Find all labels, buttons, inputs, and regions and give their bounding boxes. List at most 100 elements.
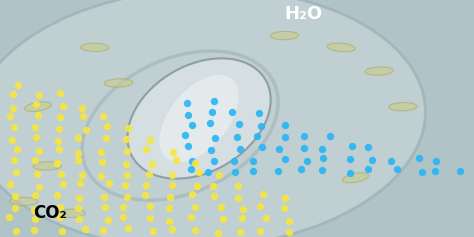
- Point: [82, 128, 90, 132]
- Point: [35, 149, 43, 153]
- Point: [78, 173, 86, 177]
- Point: [212, 136, 219, 140]
- Point: [282, 196, 289, 200]
- Point: [97, 150, 105, 153]
- Point: [55, 139, 62, 143]
- Point: [57, 173, 65, 176]
- Ellipse shape: [365, 67, 393, 75]
- Point: [76, 217, 83, 221]
- Point: [214, 231, 221, 234]
- Point: [55, 147, 63, 151]
- Point: [146, 216, 154, 220]
- Point: [124, 126, 131, 130]
- Point: [105, 182, 112, 185]
- Point: [303, 159, 310, 163]
- Point: [74, 206, 82, 210]
- Point: [364, 145, 372, 149]
- Point: [145, 172, 153, 176]
- Point: [230, 159, 238, 163]
- Point: [36, 93, 43, 97]
- Point: [216, 173, 223, 177]
- Point: [188, 215, 195, 219]
- Point: [165, 206, 173, 210]
- Point: [210, 184, 217, 188]
- Point: [387, 159, 395, 163]
- Point: [393, 167, 401, 171]
- Point: [233, 136, 240, 139]
- Point: [149, 229, 157, 233]
- Point: [418, 170, 426, 174]
- Point: [168, 227, 176, 231]
- Point: [10, 125, 18, 129]
- Point: [33, 172, 40, 176]
- Point: [210, 99, 218, 103]
- Point: [169, 150, 177, 154]
- Point: [255, 111, 263, 115]
- Point: [10, 158, 18, 162]
- Point: [236, 230, 244, 233]
- Point: [238, 216, 246, 220]
- Point: [257, 124, 265, 128]
- Point: [219, 217, 227, 221]
- Point: [189, 123, 196, 127]
- Point: [99, 114, 106, 118]
- Point: [121, 183, 128, 187]
- Point: [32, 217, 39, 221]
- Point: [235, 123, 242, 126]
- Point: [141, 193, 149, 197]
- Point: [11, 206, 18, 210]
- Point: [191, 161, 199, 165]
- Point: [98, 161, 106, 164]
- Point: [142, 147, 149, 150]
- Point: [210, 159, 218, 163]
- Point: [82, 227, 89, 231]
- Point: [119, 215, 127, 219]
- Point: [346, 157, 354, 160]
- Ellipse shape: [9, 197, 38, 206]
- Point: [188, 192, 195, 196]
- Text: CO₂: CO₂: [33, 204, 67, 222]
- Point: [234, 196, 242, 200]
- Point: [75, 196, 83, 200]
- Ellipse shape: [389, 102, 417, 111]
- Point: [9, 92, 16, 96]
- Point: [56, 115, 64, 119]
- Point: [191, 205, 198, 209]
- Point: [301, 146, 308, 150]
- Point: [169, 183, 176, 187]
- Point: [122, 137, 130, 141]
- Point: [12, 229, 19, 233]
- Point: [346, 171, 354, 174]
- Point: [258, 145, 266, 149]
- Point: [281, 157, 289, 161]
- Point: [53, 193, 61, 197]
- Ellipse shape: [342, 173, 369, 183]
- Point: [285, 230, 293, 233]
- Point: [318, 168, 326, 172]
- Point: [79, 114, 87, 118]
- Point: [260, 192, 267, 196]
- Ellipse shape: [159, 75, 239, 162]
- Point: [327, 134, 334, 138]
- Ellipse shape: [270, 31, 299, 40]
- Point: [254, 135, 261, 138]
- Point: [6, 114, 14, 118]
- Point: [103, 125, 111, 128]
- Point: [285, 219, 292, 223]
- Point: [99, 228, 107, 232]
- Point: [123, 149, 131, 152]
- Point: [348, 145, 356, 148]
- Point: [74, 158, 82, 162]
- Point: [209, 110, 216, 114]
- Text: H₂O: H₂O: [284, 5, 322, 23]
- Point: [250, 159, 257, 163]
- Point: [31, 158, 39, 162]
- Point: [183, 101, 191, 105]
- Point: [165, 219, 173, 223]
- Point: [97, 174, 105, 178]
- Point: [9, 106, 17, 109]
- Point: [123, 173, 131, 177]
- Point: [318, 147, 325, 151]
- Point: [236, 147, 243, 151]
- Point: [239, 207, 247, 211]
